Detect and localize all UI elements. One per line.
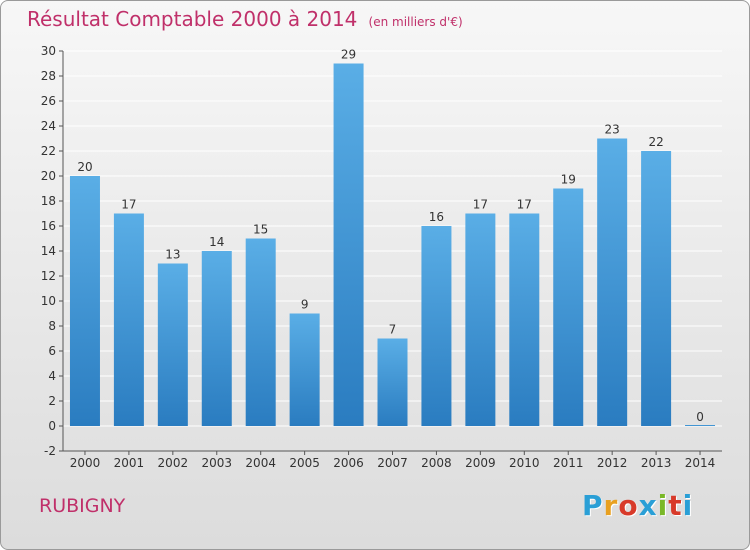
data-label-2006: 29 [341, 48, 356, 62]
bar-2000 [69, 176, 100, 426]
x-tick-label-2001: 2001 [114, 456, 145, 470]
data-label-2000: 20 [77, 160, 92, 174]
logo-letter: x [638, 489, 658, 522]
data-label-2014: 0 [696, 410, 704, 424]
x-tick-label-2008: 2008 [421, 456, 452, 470]
x-tick-label-2010: 2010 [509, 456, 540, 470]
logo-letter: i [657, 489, 669, 522]
logo-letter: r [603, 489, 619, 522]
data-label-2012: 23 [605, 123, 620, 137]
y-tick-label: -2 [44, 444, 56, 458]
logo-letter: t [668, 489, 683, 522]
y-tick-label: 20 [41, 169, 56, 183]
bars [69, 63, 716, 426]
y-tick-label: 24 [41, 119, 56, 133]
bar-2005 [289, 313, 320, 426]
x-tick-label-2002: 2002 [158, 456, 189, 470]
data-label-2005: 9 [301, 298, 309, 312]
data-label-2011: 19 [561, 173, 576, 187]
y-tick-label: 4 [48, 369, 56, 383]
axes [59, 50, 722, 455]
x-tick-label-2011: 2011 [553, 456, 584, 470]
bar-2014 [685, 425, 716, 426]
y-tick-label: 12 [41, 269, 56, 283]
x-tick-label-2000: 2000 [70, 456, 101, 470]
x-tick-label-2005: 2005 [289, 456, 320, 470]
data-label-2009: 17 [473, 198, 488, 212]
y-tick-label: 18 [41, 194, 56, 208]
y-tick-label: 26 [41, 94, 56, 108]
proxiti-logo: Proxiti [582, 489, 693, 522]
x-tick-label-2013: 2013 [641, 456, 672, 470]
x-tick-label-2012: 2012 [597, 456, 628, 470]
y-tick-label: 10 [41, 294, 56, 308]
logo-letter: P [582, 489, 604, 522]
logo-letter: o [618, 489, 639, 522]
bar-2012 [597, 138, 628, 426]
bar-2003 [201, 251, 232, 426]
x-tick-label-2014: 2014 [685, 456, 716, 470]
bar-2011 [553, 188, 584, 426]
bar-2013 [641, 151, 672, 426]
x-tick-label-2003: 2003 [201, 456, 232, 470]
labels: -202468101214161820222426283020200017200… [41, 44, 716, 470]
data-label-2002: 13 [165, 248, 180, 262]
bar-2001 [113, 213, 144, 426]
data-label-2010: 17 [517, 198, 532, 212]
y-tick-label: 16 [41, 219, 56, 233]
data-label-2003: 14 [209, 235, 224, 249]
y-tick-label: 28 [41, 69, 56, 83]
chart-subtitle: (en milliers d'€) [368, 15, 463, 29]
y-tick-label: 30 [41, 44, 56, 58]
bar-2009 [465, 213, 496, 426]
y-tick-label: 0 [48, 419, 56, 433]
logo-letter: i [682, 489, 694, 522]
y-tick-label: 2 [48, 394, 56, 408]
bar-2006 [333, 63, 364, 426]
data-label-2013: 22 [648, 135, 663, 149]
data-label-2001: 17 [121, 198, 136, 212]
bar-2004 [245, 238, 276, 426]
bar-2007 [377, 338, 408, 426]
x-tick-label-2004: 2004 [245, 456, 276, 470]
chart-title: Résultat Comptable 2000 à 2014 [27, 7, 358, 31]
y-tick-label: 14 [41, 244, 56, 258]
bar-2010 [509, 213, 540, 426]
y-tick-label: 6 [48, 344, 56, 358]
x-tick-label-2009: 2009 [465, 456, 496, 470]
title-row: Résultat Comptable 2000 à 2014 (en milli… [27, 7, 463, 31]
place-label: RUBIGNY [39, 495, 126, 517]
x-tick-label-2007: 2007 [377, 456, 408, 470]
data-label-2004: 15 [253, 223, 268, 237]
x-tick-label-2006: 2006 [333, 456, 364, 470]
y-tick-label: 8 [48, 319, 56, 333]
y-tick-label: 22 [41, 144, 56, 158]
bar-2008 [421, 226, 452, 426]
bar-2002 [157, 263, 188, 426]
data-label-2008: 16 [429, 210, 444, 224]
data-label-2007: 7 [389, 323, 397, 337]
